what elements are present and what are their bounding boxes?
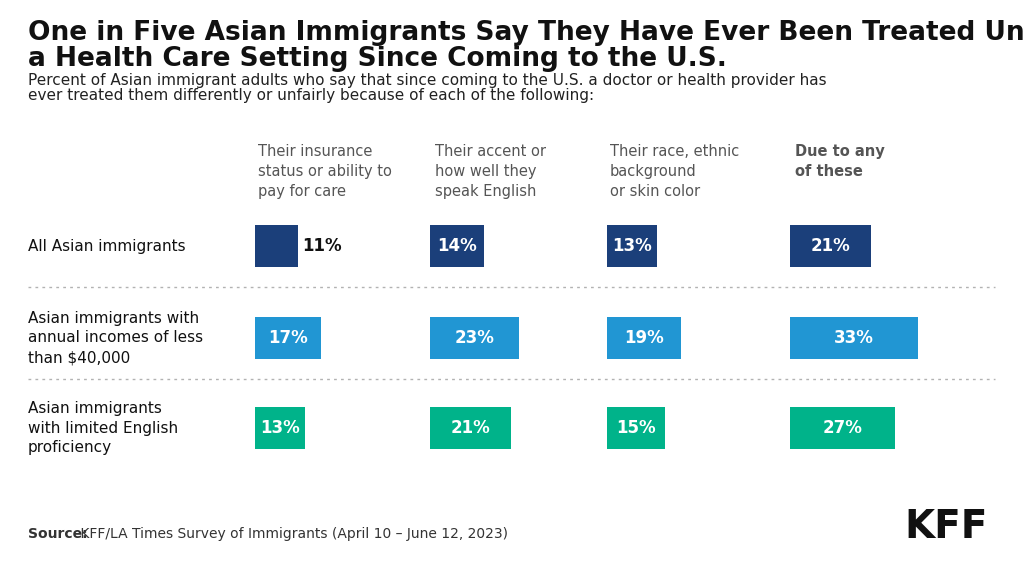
Text: 11%: 11% [303, 237, 342, 255]
Text: 13%: 13% [612, 237, 652, 255]
Text: Asian immigrants
with limited English
proficiency: Asian immigrants with limited English pr… [28, 401, 178, 455]
Text: 33%: 33% [835, 329, 873, 347]
Text: 23%: 23% [455, 329, 495, 347]
FancyBboxPatch shape [255, 407, 305, 449]
FancyBboxPatch shape [790, 225, 871, 267]
FancyBboxPatch shape [430, 407, 511, 449]
Text: ever treated them differently or unfairly because of each of the following:: ever treated them differently or unfairl… [28, 88, 594, 103]
FancyBboxPatch shape [607, 317, 681, 359]
Text: One in Five Asian Immigrants Say They Have Ever Been Treated Unfairly in: One in Five Asian Immigrants Say They Ha… [28, 20, 1024, 46]
Text: KFF/LA Times Survey of Immigrants (April 10 – June 12, 2023): KFF/LA Times Survey of Immigrants (April… [76, 527, 508, 541]
FancyBboxPatch shape [255, 317, 321, 359]
Text: Due to any
of these: Due to any of these [795, 144, 885, 179]
Text: 21%: 21% [451, 419, 490, 437]
Text: 21%: 21% [811, 237, 851, 255]
FancyBboxPatch shape [430, 317, 519, 359]
FancyBboxPatch shape [607, 407, 666, 449]
FancyBboxPatch shape [607, 225, 657, 267]
Text: Their insurance
status or ability to
pay for care: Their insurance status or ability to pay… [258, 144, 392, 199]
Text: 14%: 14% [437, 237, 477, 255]
Text: Their accent or
how well they
speak English: Their accent or how well they speak Engl… [435, 144, 546, 199]
Text: Source:: Source: [28, 527, 88, 541]
Text: Their race, ethnic
background
or skin color: Their race, ethnic background or skin co… [610, 144, 739, 199]
Text: 17%: 17% [268, 329, 308, 347]
FancyBboxPatch shape [430, 225, 484, 267]
Text: KFF: KFF [904, 508, 988, 546]
FancyBboxPatch shape [790, 407, 895, 449]
Text: Percent of Asian immigrant adults who say that since coming to the U.S. a doctor: Percent of Asian immigrant adults who sa… [28, 73, 826, 88]
Text: All Asian immigrants: All Asian immigrants [28, 238, 185, 253]
FancyBboxPatch shape [255, 225, 298, 267]
Text: a Health Care Setting Since Coming to the U.S.: a Health Care Setting Since Coming to th… [28, 46, 727, 72]
Text: 27%: 27% [822, 419, 862, 437]
Text: 19%: 19% [624, 329, 664, 347]
Text: 15%: 15% [616, 419, 656, 437]
Text: Asian immigrants with
annual incomes of less
than $40,000: Asian immigrants with annual incomes of … [28, 310, 203, 365]
FancyBboxPatch shape [790, 317, 918, 359]
Text: 13%: 13% [260, 419, 300, 437]
